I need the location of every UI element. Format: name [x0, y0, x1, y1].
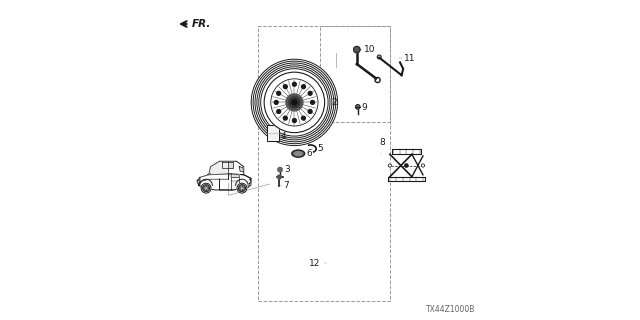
Polygon shape — [198, 178, 200, 181]
Polygon shape — [231, 174, 239, 177]
Circle shape — [237, 183, 247, 193]
Text: 2: 2 — [331, 98, 337, 107]
Bar — [267, 125, 279, 141]
Circle shape — [284, 116, 287, 120]
Circle shape — [276, 92, 280, 95]
Polygon shape — [220, 174, 251, 190]
Polygon shape — [209, 161, 228, 175]
Circle shape — [275, 100, 278, 104]
Circle shape — [284, 85, 287, 89]
Circle shape — [278, 167, 282, 172]
Polygon shape — [209, 161, 244, 175]
Polygon shape — [392, 149, 421, 154]
Circle shape — [356, 105, 360, 109]
Text: TX44Z1000B: TX44Z1000B — [426, 305, 475, 314]
Polygon shape — [388, 177, 425, 181]
Text: 3: 3 — [284, 165, 289, 174]
Text: 10: 10 — [364, 45, 375, 54]
Circle shape — [310, 100, 314, 104]
Text: 4: 4 — [280, 132, 286, 141]
Circle shape — [276, 109, 280, 113]
Ellipse shape — [292, 150, 305, 157]
Text: 6: 6 — [307, 149, 312, 158]
Polygon shape — [197, 174, 251, 190]
Polygon shape — [197, 177, 200, 186]
Circle shape — [292, 100, 297, 105]
Polygon shape — [200, 174, 228, 182]
Polygon shape — [207, 173, 211, 175]
Circle shape — [201, 183, 211, 193]
Circle shape — [264, 72, 324, 133]
Text: 11: 11 — [404, 54, 415, 63]
Circle shape — [308, 92, 312, 95]
Text: 8: 8 — [380, 138, 385, 147]
Circle shape — [388, 164, 392, 167]
Circle shape — [278, 175, 282, 179]
Circle shape — [292, 82, 296, 86]
Circle shape — [292, 119, 296, 123]
Circle shape — [421, 164, 424, 167]
Circle shape — [289, 97, 300, 108]
Polygon shape — [249, 182, 251, 186]
Circle shape — [286, 94, 303, 111]
Ellipse shape — [294, 152, 302, 156]
Circle shape — [354, 46, 360, 53]
Text: 5: 5 — [317, 144, 323, 153]
Circle shape — [301, 116, 305, 120]
Circle shape — [251, 59, 338, 146]
Polygon shape — [239, 167, 244, 172]
Circle shape — [301, 85, 305, 89]
Circle shape — [404, 164, 408, 167]
Polygon shape — [222, 162, 233, 168]
Text: 12: 12 — [309, 260, 321, 268]
Circle shape — [308, 109, 312, 113]
Text: 9: 9 — [362, 103, 367, 112]
Text: 7: 7 — [283, 181, 289, 190]
Text: FR.: FR. — [191, 19, 211, 29]
